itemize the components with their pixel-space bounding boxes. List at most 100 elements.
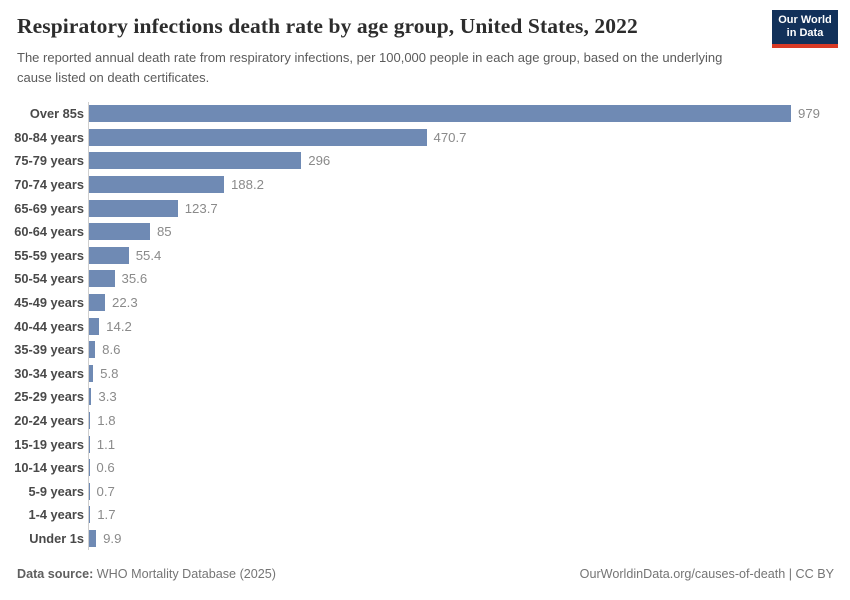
bar [89,435,90,453]
value-label: 1.7 [97,507,116,523]
value-label: 85 [156,224,172,240]
bar-track: 1.1 [88,432,850,456]
bar [89,270,115,288]
bar [89,506,91,524]
bar [89,246,129,264]
bar-chart: Over 85s 979 80-84 years 470.7 75-79 years 29… [0,102,850,551]
chart-row: 80-84 years 470.7 [0,125,850,150]
category-label: 35-39 years [14,342,84,358]
value-label: 470.7 [433,129,467,145]
bar-track: 5.8 [88,361,850,386]
bar-track: 1.8 [88,408,850,433]
category-label: 60-64 years [14,224,84,240]
data-source-label: Data source: [17,567,94,581]
bar-track: 35.6 [88,267,850,291]
category-label: 70-74 years [14,177,84,193]
chart-row: 45-49 years 22.3 [0,290,850,315]
bar-track: 296 [88,149,850,173]
chart-row: Over 85s 979 [0,102,850,126]
bar [89,364,94,382]
bar-track: 22.3 [88,290,850,315]
bar-track: 0.6 [88,455,850,480]
category-label: 45-49 years [14,295,84,311]
data-source-value: WHO Mortality Database (2025) [96,567,276,581]
bar-track: 8.6 [88,337,850,362]
category-label: 50-54 years [14,271,84,287]
value-label: 0.7 [96,483,115,499]
category-label: 55-59 years [14,247,84,263]
category-label: 15-19 years [14,436,84,452]
value-label: 55.4 [135,247,162,263]
chart-row: 15-19 years 1.1 [0,432,850,456]
bar [89,152,302,170]
chart-row: 75-79 years 296 [0,149,850,173]
chart-row: 5-9 years 0.7 [0,479,850,504]
category-label: 1-4 years [28,507,85,523]
bar-track: 979 [88,102,850,126]
bar-track: 85 [88,219,850,244]
owid-logo-line1: Our World [778,14,832,27]
chart-row: 10-14 years 0.6 [0,455,850,480]
value-label: 0.6 [96,460,115,476]
bar-track: 3.3 [88,385,850,409]
bar [89,317,100,335]
category-label: Over 85s [29,106,84,122]
bar [89,105,791,123]
page-title: Respiratory infections death rate by age… [17,14,638,38]
value-label: 979 [798,106,821,122]
chart-row: 70-74 years 188.2 [0,172,850,197]
bar-track: 9.9 [88,526,850,551]
value-label: 3.3 [98,389,117,405]
bar [89,199,178,217]
chart-row: 50-54 years 35.6 [0,267,850,291]
chart-row: 60-64 years 85 [0,219,850,244]
bar-track: 1.7 [88,503,850,527]
bar [89,412,91,430]
bar [89,223,150,241]
owid-logo-line2: in Data [786,27,824,39]
bar-track: 0.7 [88,479,850,504]
value-label: 9.9 [103,530,122,546]
value-label: 188.2 [230,177,264,193]
chart-row: 1-4 years 1.7 [0,503,850,527]
value-label: 35.6 [121,271,148,287]
owid-logo-box: Our World in Data [772,10,838,44]
bar [89,482,90,500]
value-label: 22.3 [111,295,138,311]
bar-track: 55.4 [88,243,850,268]
bar [89,529,97,547]
bar [89,294,105,312]
category-label: 75-79 years [14,153,84,169]
owid-logo-accent-bar [772,44,838,48]
bar-track: 188.2 [88,172,850,197]
chart-row: 20-24 years 1.8 [0,408,850,433]
category-label: 80-84 years [14,129,84,145]
bar [89,388,92,406]
chart-footer: Data source: WHO Mortality Database (202… [17,567,834,581]
chart-row: 55-59 years 55.4 [0,243,850,268]
chart-header: Respiratory infections death rate by age… [17,14,834,87]
category-label: 5-9 years [28,483,85,499]
value-label: 1.8 [97,413,116,429]
owid-logo: Our World in Data [772,10,838,48]
bar-track: 123.7 [88,196,850,220]
category-label: 25-29 years [14,389,84,405]
attribution: OurWorldinData.org/causes-of-death | CC … [579,567,834,581]
chart-row: 40-44 years 14.2 [0,314,850,338]
value-label: 296 [308,153,331,169]
chart-subtitle: The reported annual death rate from resp… [17,50,723,85]
category-label: 10-14 years [14,460,84,476]
bar [89,176,224,194]
bar [89,128,427,146]
value-label: 14.2 [106,318,132,334]
data-source: Data source: WHO Mortality Database (202… [17,567,276,581]
chart-row: 30-34 years 5.8 [0,361,850,386]
bar-track: 14.2 [88,314,850,338]
category-label: 20-24 years [14,413,84,429]
category-label: 30-34 years [14,365,84,381]
value-label: 5.8 [100,365,119,381]
value-label: 8.6 [102,342,121,358]
bar-track: 470.7 [88,125,850,150]
chart-row: Under 1s 9.9 [0,526,850,551]
chart-row: 65-69 years 123.7 [0,196,850,220]
